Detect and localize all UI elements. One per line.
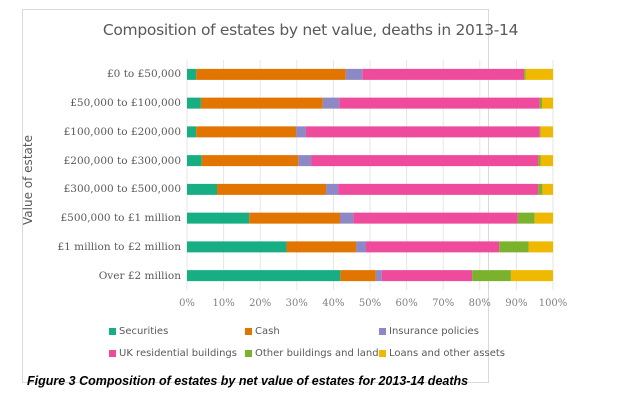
legend-swatch: [245, 350, 252, 357]
x-tick-label: 90%: [505, 298, 528, 309]
bar-segment-loans-and-other-assets: [542, 183, 553, 195]
y-category-label: £100,000 to £200,000: [63, 125, 181, 138]
bar-segment-other-buildings-and-land: [538, 183, 543, 195]
bar-segment-loans-and-other-assets: [540, 155, 553, 167]
chart-title: Composition of estates by net value, dea…: [102, 21, 519, 39]
bar-segment-uk-residential-buildings: [362, 68, 525, 80]
x-tick-label: 80%: [468, 298, 491, 309]
bar-segment-cash: [200, 97, 323, 109]
bar-segment-cash: [340, 270, 376, 282]
legend-swatch: [245, 328, 252, 335]
legend-swatch: [379, 350, 386, 357]
bar-segment-insurance-policies: [326, 183, 339, 195]
bar-segment-uk-residential-buildings: [338, 183, 539, 195]
bar-segment-cash: [201, 155, 299, 167]
legend-item: Loans and other assets: [379, 348, 505, 359]
chart-area: [22, 9, 489, 383]
x-tick-label: 30%: [285, 298, 308, 309]
bar-segment-other-buildings-and-land: [517, 212, 535, 224]
x-tick-label: 60%: [395, 298, 418, 309]
legend-item: Securities: [109, 326, 168, 337]
bar-segment-uk-residential-buildings: [339, 97, 540, 109]
y-category-label: £200,000 to £300,000: [63, 154, 181, 167]
x-tick-label: 10%: [212, 298, 235, 309]
legend-label: Loans and other assets: [389, 348, 506, 359]
legend-label: UK residential buildings: [119, 348, 237, 359]
x-tick-label: 100%: [538, 298, 568, 309]
bar-segment-securities: [187, 126, 197, 138]
bar-segment-cash: [286, 241, 357, 253]
bar-segment-cash: [249, 212, 340, 224]
bar-segment-insurance-policies: [339, 212, 354, 224]
legend-item: Cash: [245, 326, 280, 337]
bar-segment-other-buildings-and-land: [539, 126, 541, 138]
bar-segment-securities: [187, 97, 201, 109]
bar-segment-cash: [196, 68, 346, 80]
legend-label: Insurance policies: [389, 326, 479, 337]
x-tick-label: 0%: [179, 298, 195, 309]
bar-segment-securities: [187, 270, 341, 282]
legend-label: Securities: [119, 326, 169, 337]
legend-swatch: [109, 328, 116, 335]
bar-segment-insurance-policies: [322, 97, 340, 109]
bar-segment-cash: [217, 183, 327, 195]
y-category-label: £300,000 to £500,000: [63, 183, 181, 196]
bar-segment-other-buildings-and-land: [538, 155, 541, 167]
x-tick-label: 40%: [322, 298, 345, 309]
bar-segment-loans-and-other-assets: [510, 270, 553, 282]
x-tick-label: 20%: [249, 298, 272, 309]
bar-segment-uk-residential-buildings: [353, 212, 518, 224]
bar-segment-insurance-policies: [296, 126, 306, 138]
bar-segment-securities: [187, 241, 287, 253]
bar-segment-uk-residential-buildings: [311, 155, 539, 167]
legend-swatch: [379, 328, 386, 335]
y-category-label: Over £2 million: [98, 269, 181, 282]
legend-label: Other buildings and land: [255, 348, 379, 359]
x-tick-label: 50%: [358, 298, 382, 309]
bar-segment-insurance-policies: [356, 241, 366, 253]
y-category-label: £0 to £50,000: [107, 68, 181, 81]
bar-segment-uk-residential-buildings: [365, 241, 500, 253]
y-category-label: £1 million to £2 million: [57, 240, 181, 253]
legend-swatch: [109, 350, 116, 357]
bar-segment-securities: [187, 212, 250, 224]
x-tick-label: 70%: [432, 298, 455, 309]
legend-item: Other buildings and land: [245, 348, 379, 359]
bar-segment-loans-and-other-assets: [528, 241, 553, 253]
bar-segment-securities: [187, 68, 197, 80]
bar-segment-loans-and-other-assets: [534, 212, 553, 224]
bar-segment-loans-and-other-assets: [540, 126, 553, 138]
bar-segment-other-buildings-and-land: [499, 241, 529, 253]
y-category-label: £500,000 to £1 million: [60, 212, 182, 225]
bar-segment-loans-and-other-assets: [525, 68, 553, 80]
figure-caption: Figure 3 Composition of estates by net v…: [27, 374, 469, 388]
bar-segment-uk-residential-buildings: [381, 270, 473, 282]
bar-segment-other-buildings-and-land: [472, 270, 511, 282]
bar-segment-insurance-policies: [298, 155, 312, 167]
bar-segment-other-buildings-and-land: [539, 97, 543, 109]
bar-segment-securities: [187, 183, 218, 195]
bar-segment-other-buildings-and-land: [524, 68, 526, 80]
legend-label: Cash: [255, 326, 280, 337]
bar-segment-loans-and-other-assets: [542, 97, 553, 109]
y-category-label: £50,000 to £100,000: [70, 97, 181, 110]
legend-item: Insurance policies: [379, 326, 479, 337]
bar-segment-insurance-policies: [375, 270, 382, 282]
bar-segment-uk-residential-buildings: [305, 126, 540, 138]
bar-segment-securities: [187, 155, 202, 167]
bar-segment-insurance-policies: [345, 68, 363, 80]
bar-segment-cash: [196, 126, 297, 138]
legend-item: UK residential buildings: [109, 348, 237, 359]
